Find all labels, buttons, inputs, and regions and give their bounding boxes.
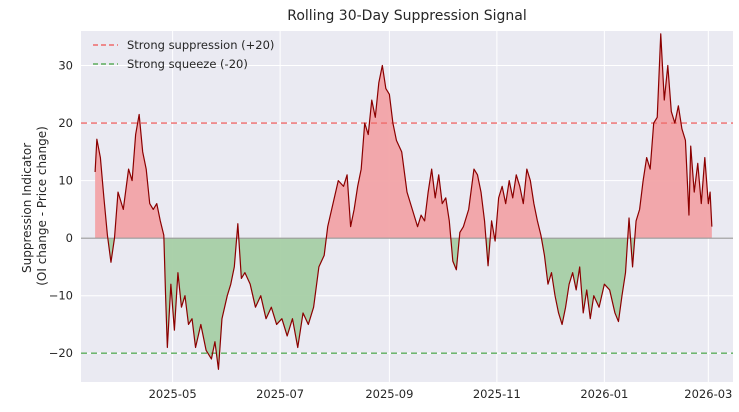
y-tick-label: −20 [49,346,73,360]
x-tick-label: 2025-05 [149,387,197,401]
y-tick-label: 30 [58,59,73,73]
x-tick-label: 2025-09 [365,387,413,401]
series-line-group [94,33,713,370]
negative-area-fill [95,238,712,370]
y-tick-label: −10 [49,289,73,303]
y-axis-ticks: −20 −10 0 10 20 30 [49,59,73,361]
y-axis-label-line-2: (OI change - Price change) [35,126,49,286]
series-line [94,33,713,370]
x-tick-label: 2026-01 [580,387,628,401]
x-tick-label: 2025-11 [473,387,521,401]
y-tick-label: 0 [66,231,73,245]
legend-label-strong-squeeze: Strong squeeze (-20) [127,57,248,71]
legend-label-strong-suppression: Strong suppression (+20) [127,38,274,52]
area-fills [95,33,712,370]
chart-title: Rolling 30-Day Suppression Signal [287,8,526,24]
positive-area-fill [95,33,712,239]
y-tick-label: 10 [58,174,73,188]
legend: Strong suppression (+20) Strong squeeze … [93,38,274,71]
y-tick-label: 20 [58,116,73,130]
y-axis-label: Suppression Indicator (OI change - Price… [20,126,49,286]
x-tick-label: 2025-07 [256,387,304,401]
x-tick-label: 2026-03 [684,387,732,401]
y-axis-label-line-1: Suppression Indicator [20,143,34,273]
reference-lines [81,122,733,354]
x-axis-ticks: 2025-05 2025-07 2025-09 2025-11 2026-01 2026-… [149,387,733,401]
